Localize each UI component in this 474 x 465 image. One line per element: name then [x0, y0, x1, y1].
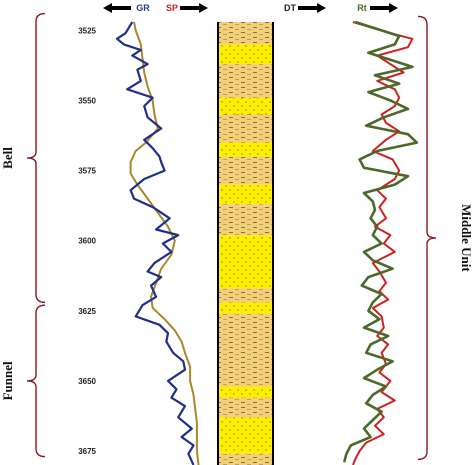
sand-bed — [218, 302, 273, 314]
track-header-label: GR — [136, 3, 150, 13]
depth-tick-label: 3625 — [78, 307, 96, 316]
depth-tick-label: 3575 — [78, 167, 96, 176]
track-arrow-icon — [180, 3, 208, 13]
shale-bed — [218, 64, 273, 98]
interval-label: Bell — [0, 147, 15, 169]
shale-bed — [218, 114, 273, 143]
rt-curve — [342, 20, 419, 463]
gr-curve — [115, 21, 195, 465]
interval-annotations: Bell Funnel Middle Unit — [0, 12, 474, 461]
shale-bed — [218, 397, 273, 418]
interval-brace — [26, 304, 46, 458]
depth-tick-label: 3650 — [78, 377, 96, 386]
shale-bed — [218, 313, 273, 387]
depth-tick-label: 3600 — [78, 237, 96, 246]
depth-axis: 3525 3550 3575 3600 3625 3650 3675 — [78, 26, 96, 456]
interval-label: Funnel — [0, 361, 15, 400]
depth-tick-label: 3675 — [78, 447, 96, 456]
sand-bed — [218, 142, 273, 157]
depth-tick-label: 3550 — [78, 97, 96, 106]
sand-bed — [218, 44, 273, 65]
track-arrow-icon — [370, 3, 398, 13]
track-headers: GR SP DT Rt — [103, 3, 398, 13]
shale-bed — [218, 453, 273, 465]
sand-bed — [218, 235, 273, 289]
interval-brace — [417, 15, 437, 461]
track-header-label: SP — [166, 3, 178, 13]
depth-tick-label: 3525 — [78, 26, 96, 35]
track-arrow-icon — [298, 3, 326, 13]
shale-bed — [218, 288, 273, 303]
sand-bed — [218, 97, 273, 115]
sand-bed — [218, 184, 273, 205]
track-header-label: DT — [284, 3, 296, 13]
track-arrow-icon — [103, 3, 131, 13]
interval-brace — [26, 12, 46, 304]
track-header-label: Rt — [357, 3, 367, 13]
shale-bed — [218, 204, 273, 236]
lithology-column — [217, 22, 274, 465]
sp-curve — [129, 21, 200, 465]
shale-bed — [218, 156, 273, 185]
dt-curve — [352, 21, 414, 465]
sand-bed — [218, 417, 273, 454]
interval-label: Middle Unit — [459, 204, 474, 272]
log-curves — [115, 20, 419, 465]
shale-bed — [218, 22, 273, 45]
sand-bed — [218, 386, 273, 398]
